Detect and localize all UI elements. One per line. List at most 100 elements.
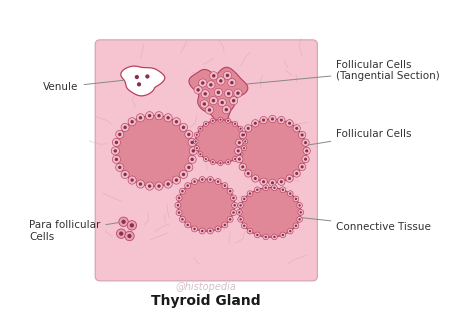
Circle shape [178,211,180,214]
Circle shape [210,118,215,123]
Circle shape [238,158,241,161]
Circle shape [127,221,137,230]
Circle shape [241,133,244,137]
Circle shape [130,178,134,182]
Circle shape [272,234,277,240]
Circle shape [155,112,163,120]
Circle shape [252,120,259,127]
Circle shape [254,122,257,125]
Circle shape [130,223,134,228]
Circle shape [196,134,198,136]
Circle shape [289,192,292,195]
Circle shape [193,139,198,144]
Circle shape [242,132,246,137]
Circle shape [176,210,182,216]
Circle shape [195,140,197,143]
Circle shape [289,230,292,232]
Circle shape [164,114,172,122]
Circle shape [198,126,203,131]
Circle shape [247,191,253,197]
Circle shape [210,72,218,80]
Circle shape [187,133,191,136]
Circle shape [293,125,301,132]
Circle shape [263,185,269,191]
Circle shape [230,195,237,201]
Circle shape [262,118,265,122]
Circle shape [185,131,193,138]
Circle shape [191,179,198,185]
Ellipse shape [196,120,245,163]
Circle shape [193,228,196,230]
Circle shape [236,139,243,146]
Circle shape [244,140,246,143]
Circle shape [112,155,120,163]
Circle shape [137,82,141,87]
Circle shape [293,196,299,202]
Text: Thyroid Gland: Thyroid Gland [152,294,261,308]
Circle shape [185,222,191,228]
Circle shape [228,78,236,87]
Circle shape [227,120,229,122]
Circle shape [139,116,142,119]
Circle shape [226,118,231,123]
Circle shape [232,202,237,208]
Ellipse shape [115,115,193,186]
Circle shape [234,89,242,97]
Circle shape [146,112,154,120]
Circle shape [200,153,201,155]
Circle shape [229,190,231,192]
Circle shape [243,198,246,200]
Circle shape [301,133,304,137]
Circle shape [180,216,185,222]
Ellipse shape [238,119,307,183]
Circle shape [302,139,309,146]
Circle shape [273,236,276,238]
Circle shape [300,211,302,214]
Circle shape [304,158,307,161]
Circle shape [201,81,204,85]
Circle shape [249,230,251,232]
Circle shape [242,146,246,151]
Text: Follicular Cells
(Tangential Section): Follicular Cells (Tangential Section) [242,60,440,84]
Circle shape [252,175,259,182]
Circle shape [194,132,200,137]
Circle shape [218,117,223,122]
Circle shape [227,188,233,194]
Circle shape [225,108,228,111]
Circle shape [232,99,236,102]
Circle shape [264,186,267,189]
Circle shape [239,163,246,171]
Circle shape [187,166,191,169]
Circle shape [178,197,180,199]
Circle shape [176,195,182,201]
Circle shape [238,126,243,131]
FancyBboxPatch shape [95,40,318,281]
Circle shape [230,210,237,216]
Circle shape [137,114,145,122]
Circle shape [271,181,274,184]
Polygon shape [121,66,165,96]
Circle shape [236,155,243,163]
Circle shape [238,211,241,214]
Circle shape [233,121,237,126]
Circle shape [111,147,119,155]
Circle shape [207,228,213,234]
Circle shape [194,146,200,151]
Text: Follicular Cells: Follicular Cells [303,129,412,146]
Circle shape [222,222,228,228]
Circle shape [239,204,242,207]
Circle shape [234,158,236,160]
Circle shape [269,115,276,123]
Circle shape [220,101,224,104]
Ellipse shape [239,187,301,237]
Circle shape [207,177,213,183]
Circle shape [295,172,298,175]
Circle shape [135,75,139,79]
Circle shape [286,175,293,182]
Circle shape [191,226,198,232]
Circle shape [115,141,118,144]
Circle shape [116,163,124,172]
Circle shape [179,123,188,131]
Circle shape [295,127,298,130]
Circle shape [186,184,189,187]
